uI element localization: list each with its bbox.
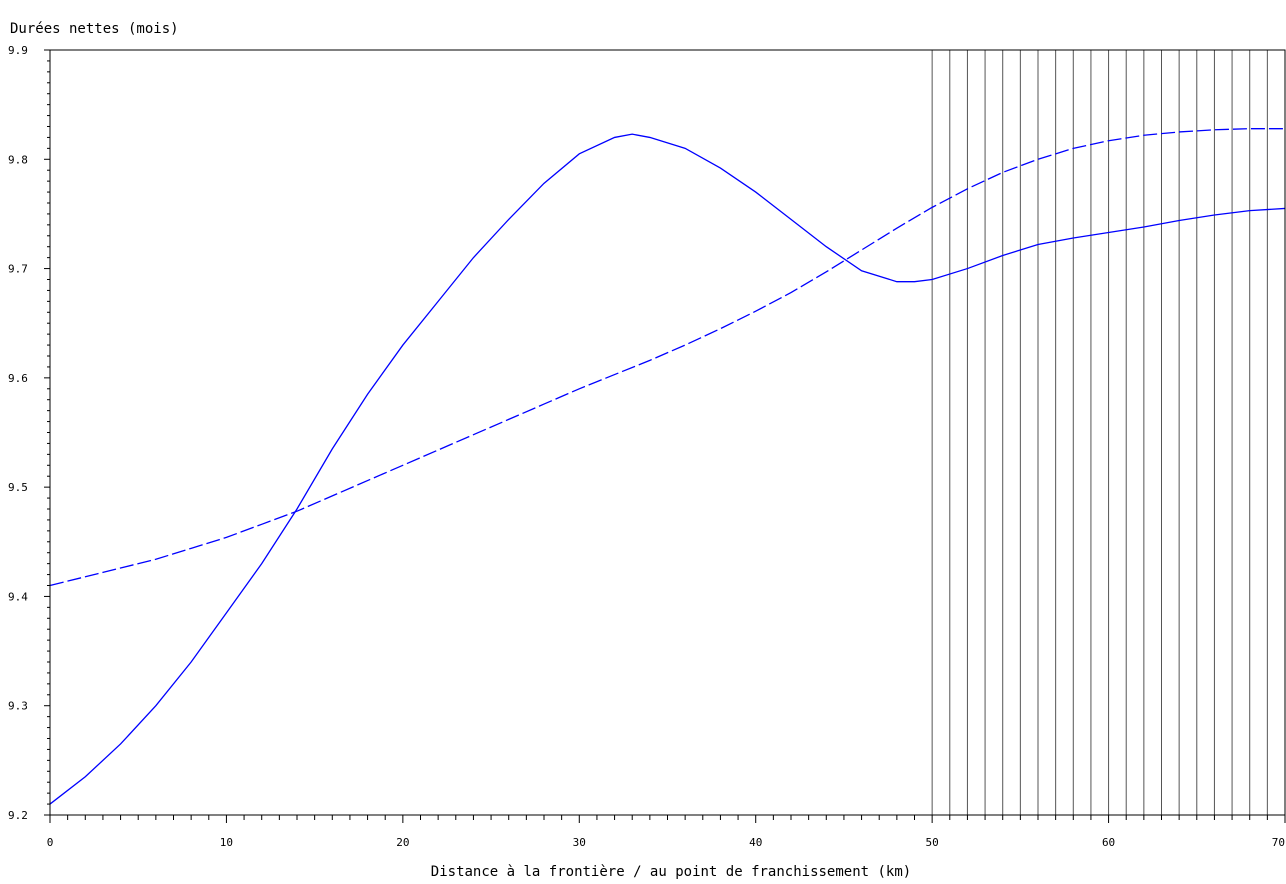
series-group (49, 128, 1286, 805)
y-tick-label: 9.3 (8, 700, 28, 713)
y-tick-label: 9.8 (8, 153, 28, 166)
chart-title: Durées nettes (mois) (10, 21, 179, 37)
y-tick-label: 9.5 (8, 481, 28, 494)
x-tick-label: 30 (573, 836, 586, 849)
x-axis: 0 10 20 30 40 50 60 70 (47, 815, 1286, 849)
x-tick-label: 10 (220, 836, 233, 849)
x-tick-label: 40 (749, 836, 762, 849)
x-tick-label: 0 (47, 836, 54, 849)
vertical-reference-lines (931, 50, 1286, 815)
dashed-series-line (49, 128, 1285, 587)
y-tick-label: 9.4 (8, 590, 28, 603)
y-tick-label: 9.7 (8, 263, 28, 276)
x-axis-label: Distance à la frontière / au point de fr… (431, 864, 911, 880)
solid-series-line (49, 133, 1286, 805)
x-tick-label: 50 (926, 836, 939, 849)
y-tick-label: 9.6 (8, 372, 28, 385)
plot-frame (49, 49, 1286, 816)
x-tick-label: 60 (1102, 836, 1115, 849)
y-tick-label: 9.9 (8, 44, 28, 57)
x-tick-label: 20 (396, 836, 409, 849)
y-tick-label: 9.2 (8, 809, 28, 822)
x-tick-label: 70 (1272, 836, 1285, 849)
y-axis: 9.2 9.3 9.4 9.5 9.6 9.7 9.8 9.9 (8, 44, 50, 822)
